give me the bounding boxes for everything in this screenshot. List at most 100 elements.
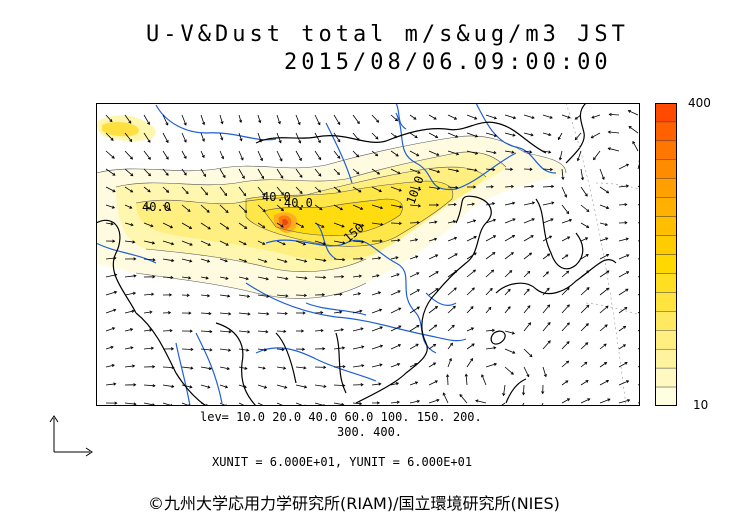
wind-arrow-head — [239, 138, 243, 142]
wind-arrow-head — [585, 342, 589, 346]
contour-label: 40.0 — [142, 200, 171, 214]
reference-axes-icon — [49, 415, 93, 457]
wind-arrow-head — [434, 220, 438, 224]
legend-min-label: 10 — [693, 398, 709, 412]
wind-arrow — [609, 114, 620, 116]
wind-arrow — [428, 324, 437, 332]
wind-arrow — [276, 222, 284, 228]
wind-arrow-head — [529, 354, 533, 358]
wind-arrow-head — [133, 257, 137, 261]
wind-arrow-head — [190, 366, 194, 370]
wind-arrow — [580, 305, 590, 314]
wind-arrow-head — [624, 202, 628, 207]
wind-arrow — [219, 348, 231, 351]
wind-arrow-head — [531, 201, 536, 205]
wind-arrow-head — [188, 403, 191, 406]
wind-arrow-head — [299, 190, 303, 194]
wind-arrow — [219, 312, 231, 315]
legend-color-box — [655, 367, 677, 388]
wind-arrow — [628, 126, 639, 134]
wind-arrow-head — [245, 277, 249, 281]
wind-arrow — [599, 270, 610, 278]
wind-arrow-head — [151, 241, 156, 245]
wind-arrow-head — [341, 346, 346, 350]
wind-arrow-head — [183, 155, 187, 159]
wind-arrow-head — [474, 134, 479, 138]
wind-arrow — [447, 358, 452, 368]
wind-arrow — [618, 254, 629, 260]
wind-arrow — [580, 222, 589, 228]
wind-arrow — [599, 343, 607, 350]
wind-arrow — [352, 240, 364, 243]
legend-color-box — [655, 103, 677, 123]
wind-arrow-head — [453, 116, 458, 120]
wind-arrow-head — [445, 374, 450, 378]
wind-arrow-head — [436, 203, 440, 207]
wind-arrow — [390, 150, 399, 157]
chart-timestamp: 2015/08/06.09:00:00 — [284, 50, 612, 75]
wind-arrow — [333, 329, 344, 332]
wind-arrow — [143, 384, 156, 387]
wind-arrow-head — [490, 185, 494, 189]
wind-arrow — [618, 399, 630, 404]
wind-arrow — [390, 307, 401, 314]
wind-arrow-head — [415, 343, 419, 347]
wind-arrow — [599, 237, 608, 242]
wind-arrow — [618, 204, 627, 206]
wind-arrow — [124, 204, 132, 209]
wind-arrow — [466, 269, 476, 278]
wind-arrow-head — [566, 287, 570, 291]
wind-arrow — [574, 132, 582, 140]
wind-arrow-head — [246, 348, 250, 352]
wind-arrow-head — [111, 205, 116, 209]
wind-arrow — [295, 150, 302, 161]
wind-arrow-head — [590, 135, 594, 139]
wind-arrow — [504, 289, 511, 296]
wind-arrow-head — [262, 241, 266, 245]
wind-arrow — [371, 274, 379, 278]
wind-arrow — [485, 114, 497, 119]
wind-arrow — [219, 276, 229, 280]
wind-arrow-head — [323, 365, 327, 369]
wind-arrow — [314, 114, 321, 125]
wind-arrow-head — [481, 374, 485, 378]
wind-arrow-head — [549, 167, 554, 172]
wind-arrow — [257, 168, 264, 179]
wind-arrow — [238, 132, 242, 141]
wind-arrow-head — [473, 219, 477, 223]
wind-arrow-head — [433, 362, 437, 366]
wind-arrow-head — [246, 294, 251, 298]
wind-arrow — [580, 361, 588, 368]
legend-color-box — [655, 311, 677, 331]
wind-arrow-head — [566, 398, 571, 402]
wind-arrow-head — [624, 362, 628, 365]
wind-arrow-head — [379, 363, 383, 367]
wind-arrow-head — [318, 157, 322, 161]
wind-arrow-head — [493, 362, 498, 366]
wind-arrow-head — [243, 242, 247, 246]
wind-arrow — [314, 168, 322, 177]
wind-arrow-head — [585, 254, 589, 257]
wind-arrow-head — [360, 383, 364, 387]
wind-arrow — [371, 364, 382, 368]
wind-arrow-head — [360, 327, 364, 331]
legend-color-box — [655, 273, 677, 293]
wind-arrow — [295, 204, 302, 210]
wind-arrow-head — [452, 220, 457, 224]
wind-arrow-head — [492, 167, 496, 172]
wind-arrow — [371, 309, 382, 314]
wind-arrow-head — [228, 348, 232, 352]
wind-arrow-head — [225, 242, 229, 246]
wind-arrow-head — [110, 222, 114, 226]
wind-arrow — [580, 168, 584, 180]
wind-arrow-head — [299, 174, 303, 178]
wind-arrow-head — [165, 139, 169, 144]
wind-arrow — [200, 222, 211, 230]
wind-arrow — [181, 204, 191, 212]
wind-arrow-head — [608, 112, 612, 117]
wind-arrow — [504, 218, 516, 224]
wind-arrow-head — [489, 287, 493, 291]
wind-arrow — [599, 324, 608, 332]
dust-region-300 — [282, 218, 288, 226]
wind-arrow — [541, 402, 544, 406]
